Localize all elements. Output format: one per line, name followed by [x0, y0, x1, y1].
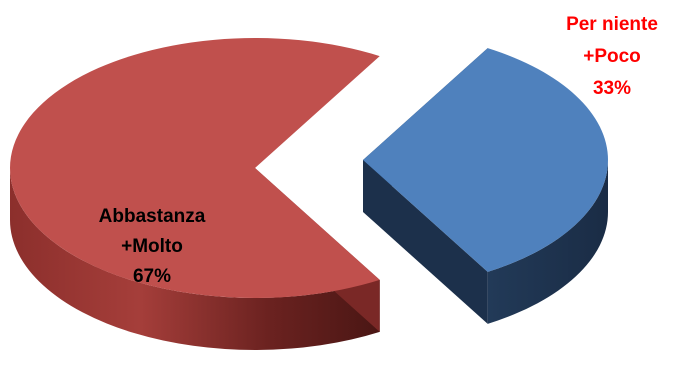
slice-label-blue-line-1: Per niente — [566, 14, 658, 35]
slice-label-blue-value: 33% — [593, 78, 631, 99]
slice-blue-cut-face-end — [363, 160, 488, 324]
slice-blue-top — [363, 48, 608, 272]
slice-label-red-line-2: +Molto — [121, 236, 183, 257]
slice-label-red-value: 67% — [133, 266, 171, 287]
pie-slices — [9, 37, 608, 351]
slice-label-blue-line-2: +Poco — [583, 46, 641, 67]
slice-red-top — [9, 37, 380, 298]
slice-label-blue: Per niente +Poco 33% — [566, 14, 658, 99]
slice-red-side — [10, 168, 380, 351]
slice-label-red-line-1: Abbastanza — [99, 206, 206, 227]
slice-blue-side — [487, 160, 608, 324]
pie-labels: Abbastanza +Molto 67% Per niente +Poco 3… — [99, 14, 658, 287]
slice-label-red: Abbastanza +Molto 67% — [99, 206, 206, 287]
